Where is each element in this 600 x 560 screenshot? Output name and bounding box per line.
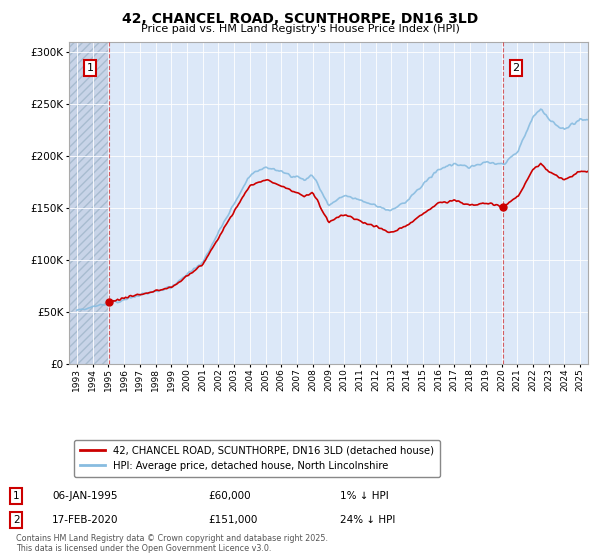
Text: 1: 1 xyxy=(86,63,94,73)
Text: 1% ↓ HPI: 1% ↓ HPI xyxy=(340,491,389,501)
Text: 42, CHANCEL ROAD, SCUNTHORPE, DN16 3LD: 42, CHANCEL ROAD, SCUNTHORPE, DN16 3LD xyxy=(122,12,478,26)
Text: 1: 1 xyxy=(13,491,20,501)
Legend: 42, CHANCEL ROAD, SCUNTHORPE, DN16 3LD (detached house), HPI: Average price, det: 42, CHANCEL ROAD, SCUNTHORPE, DN16 3LD (… xyxy=(74,440,440,477)
Text: £151,000: £151,000 xyxy=(208,515,257,525)
Text: 06-JAN-1995: 06-JAN-1995 xyxy=(52,491,118,501)
Text: Price paid vs. HM Land Registry's House Price Index (HPI): Price paid vs. HM Land Registry's House … xyxy=(140,24,460,34)
Text: 24% ↓ HPI: 24% ↓ HPI xyxy=(340,515,395,525)
Text: Contains HM Land Registry data © Crown copyright and database right 2025.
This d: Contains HM Land Registry data © Crown c… xyxy=(16,534,328,553)
Text: 2: 2 xyxy=(512,63,520,73)
Text: 2: 2 xyxy=(13,515,20,525)
Text: 17-FEB-2020: 17-FEB-2020 xyxy=(52,515,119,525)
Text: £60,000: £60,000 xyxy=(208,491,251,501)
Bar xyxy=(69,42,109,364)
